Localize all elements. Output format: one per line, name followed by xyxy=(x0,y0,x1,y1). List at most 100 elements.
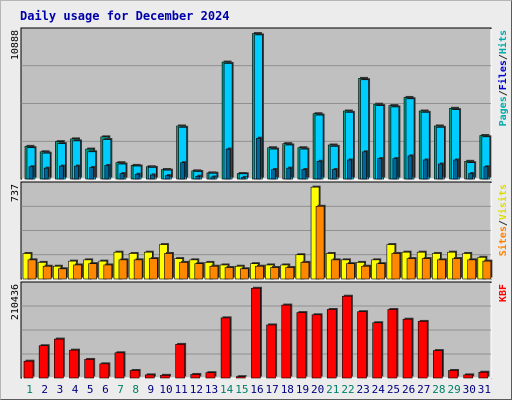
bar-pages xyxy=(256,137,261,180)
bar-pages-shadow xyxy=(242,175,247,178)
bar-sites xyxy=(224,267,234,280)
bar-pages xyxy=(377,158,383,180)
bar-pages-shadow xyxy=(212,175,217,178)
legend-entry: Visits xyxy=(497,184,509,220)
bar-sites xyxy=(118,259,128,280)
bars-sites_visits xyxy=(22,185,493,280)
bar-pages xyxy=(286,167,292,180)
bar-pages xyxy=(347,159,352,180)
bar-pages xyxy=(301,169,307,180)
bar-pages xyxy=(438,163,443,180)
bar-pages xyxy=(407,155,413,180)
x-tick-label: 18 xyxy=(281,383,294,396)
bars-hits_files_pages xyxy=(24,32,492,180)
bar-sites xyxy=(376,263,386,280)
ymax-label-kbytes: 210436 xyxy=(10,284,21,320)
x-tick-label: 16 xyxy=(250,383,263,396)
x-tick-label: 2 xyxy=(41,383,48,396)
x-tick-label: 7 xyxy=(117,383,124,396)
bar-kb-f xyxy=(342,295,352,379)
x-tick-label: 31 xyxy=(478,383,491,396)
legend-entry: KB xyxy=(498,290,509,302)
bar-kb-f xyxy=(433,350,443,379)
ymax-label-sites_visits: 737 xyxy=(10,184,21,202)
bar-kb-f xyxy=(326,309,337,379)
bar-sites xyxy=(194,263,204,280)
x-tick-label: 10 xyxy=(159,383,172,396)
bar-pages xyxy=(165,175,170,180)
bar-pages xyxy=(43,167,49,180)
bar-sites xyxy=(164,253,173,280)
panel-sites_visits: 737 Sites/Visits xyxy=(10,181,509,280)
bar-sites xyxy=(209,265,219,280)
bar-kb-f xyxy=(69,349,79,379)
x-tick-label: 6 xyxy=(102,383,109,396)
bar-sites xyxy=(58,268,67,280)
bar-sites xyxy=(255,265,264,280)
bar-sites xyxy=(239,268,249,280)
legend-entry: / xyxy=(498,90,509,96)
bar-sites xyxy=(148,258,158,280)
bar-kb-f xyxy=(160,375,170,379)
bar-sites xyxy=(270,267,279,280)
bar-kb-f xyxy=(417,321,428,379)
bar-sites xyxy=(391,253,401,280)
bar-pages xyxy=(331,169,337,180)
legend-entry: Sites xyxy=(497,226,509,256)
legend-entry: Files xyxy=(497,60,509,90)
bar-sites xyxy=(133,259,143,280)
bar-sites xyxy=(300,262,310,280)
x-tick-label: 14 xyxy=(220,383,234,396)
bar-kb-f xyxy=(54,338,64,379)
x-tick-label: 12 xyxy=(190,383,203,396)
x-tick-label: 3 xyxy=(57,383,64,396)
bar-pages xyxy=(392,158,398,180)
bar-sites xyxy=(103,264,113,280)
legend-entry: F xyxy=(498,284,509,290)
bar-pages xyxy=(89,167,94,180)
bar-pages xyxy=(316,161,322,180)
bar-kb-f xyxy=(38,345,49,379)
bar-sites xyxy=(482,260,492,280)
bar-kb-f xyxy=(23,360,34,379)
bar-pages xyxy=(134,173,140,180)
x-tick-label: 28 xyxy=(432,383,445,396)
bar-kb-f xyxy=(205,372,216,379)
x-tick-label: 26 xyxy=(402,383,415,396)
bar-sites xyxy=(406,258,416,280)
x-tick-label: 23 xyxy=(357,383,370,396)
x-tick-label: 29 xyxy=(447,383,460,396)
bar-kb-f xyxy=(448,370,458,379)
x-tick-label: 5 xyxy=(87,383,94,396)
x-tick-label: 11 xyxy=(175,383,188,396)
bar-kb-f xyxy=(235,376,246,379)
legend-entry: Pages xyxy=(498,96,509,126)
bar-kb-f xyxy=(99,363,110,379)
chart-title: Daily usage for December 2024 xyxy=(20,9,230,23)
bar-pages xyxy=(468,173,473,180)
legend-hits_files_pages: Pages/Files/Hits xyxy=(497,30,509,126)
bar-sites xyxy=(73,264,82,280)
bar-pages xyxy=(119,173,125,180)
bar-sites xyxy=(330,259,340,280)
bar-pages xyxy=(483,166,489,180)
bar-pages xyxy=(149,174,155,180)
bar-kb-f xyxy=(266,324,276,379)
x-tick-label: 30 xyxy=(463,383,476,396)
bar-sites xyxy=(88,263,97,280)
bar-kb-f xyxy=(478,371,489,379)
bar-sites xyxy=(179,262,188,280)
chart-panels: 10888Pages/Files/Hits737Sites/Visits2104… xyxy=(10,27,509,379)
bar-kb-f xyxy=(402,318,413,379)
bar-pages xyxy=(195,175,201,180)
bar-pages xyxy=(240,177,246,180)
bar-sites xyxy=(285,267,295,280)
bar-sites xyxy=(42,265,52,280)
legend-entry: / xyxy=(498,54,509,60)
bar-kb-f xyxy=(175,344,185,379)
bar-pages xyxy=(180,162,185,180)
x-axis-labels: 1 2 3 4 5 6 7 8 9 10 11 12 13 14 15 16 17 18 19 20 21 22 23 24 2… xyxy=(26,383,491,396)
legend-entry: / xyxy=(498,220,509,226)
bars-kbytes xyxy=(23,286,490,379)
bar-kb-f xyxy=(129,370,140,379)
